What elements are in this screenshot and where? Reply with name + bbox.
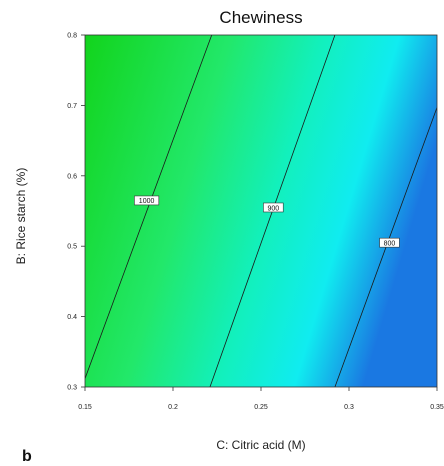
contour-line-1000 [85, 35, 213, 379]
x-tick-label: 0.15 [78, 404, 92, 411]
x-tick-label: 0.35 [430, 404, 444, 411]
y-axis-label: B: Rice starch (%) [14, 167, 28, 265]
chart-title: Chewiness [219, 8, 303, 27]
x-tick-label: 0.3 [344, 404, 354, 411]
contour-label-1000: 1000 [139, 198, 155, 205]
y-tick-label: 0.6 [67, 173, 77, 180]
contour-label-900: 900 [267, 205, 279, 212]
y-tick-label: 0.3 [67, 385, 77, 392]
y-tick-label: 0.5 [67, 244, 77, 251]
contour-label-800: 800 [384, 240, 396, 247]
contour-label-box-900 [263, 202, 284, 213]
y-tick-label: 0.7 [67, 103, 77, 110]
y-tick-label: 0.8 [67, 33, 77, 40]
contour-label-box-800 [379, 237, 400, 248]
y-tick-label: 0.4 [67, 314, 77, 321]
contour-label-box-1000 [134, 195, 160, 206]
x-axis-label: C: Citric acid (M) [216, 438, 306, 452]
x-tick-label: 0.2 [168, 404, 178, 411]
panel-label: b [22, 448, 32, 465]
x-tick-label: 0.25 [254, 404, 268, 411]
contour-fill [85, 35, 437, 387]
